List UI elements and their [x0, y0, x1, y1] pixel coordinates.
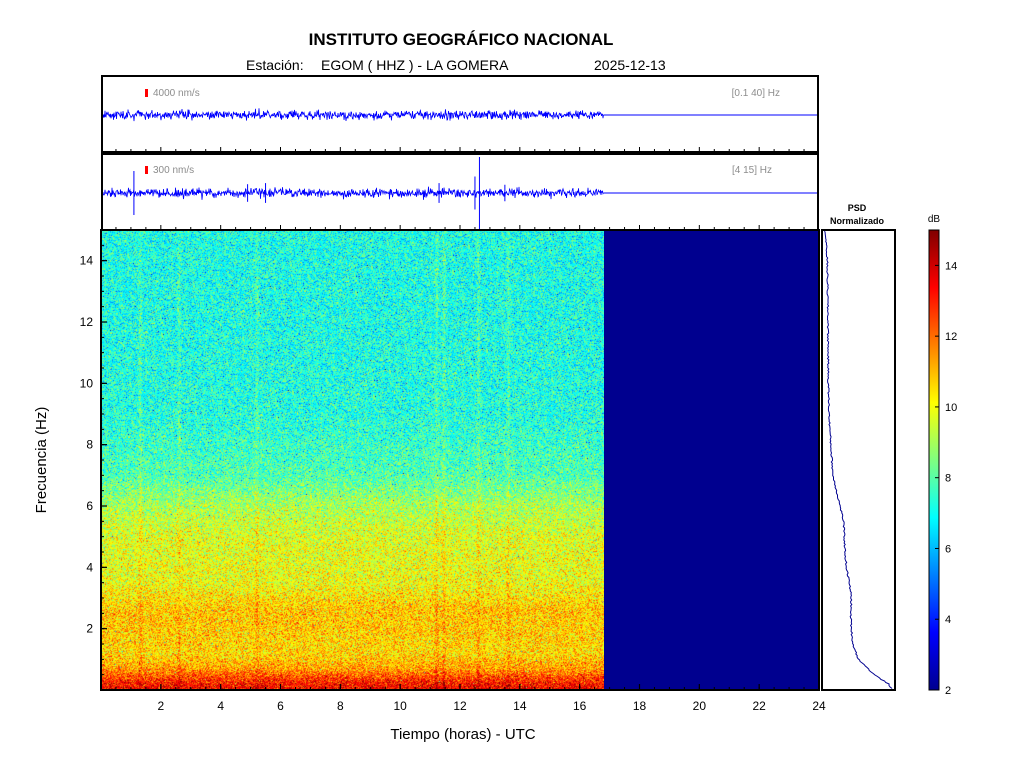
x-axis-label: Tiempo (horas) - UTC	[390, 726, 535, 743]
x-tick-label: 12	[453, 699, 467, 713]
x-tick-label: 20	[693, 699, 707, 713]
waveform-line	[101, 108, 604, 122]
x-tick-label: 4	[217, 699, 224, 713]
station-prefix: Estación:	[246, 57, 304, 73]
y-tick-label: 2	[86, 622, 93, 636]
psd-title-line2: Normalizado	[830, 216, 885, 226]
y-tick-label: 4	[86, 560, 93, 574]
amplitude-scale-label: 4000 nm/s	[153, 88, 200, 99]
y-tick-label: 6	[86, 499, 93, 513]
colorbar-label: dB	[928, 214, 941, 225]
colorbar-tick-label: 6	[945, 543, 951, 555]
spectrogram-image	[101, 230, 604, 690]
waveform-panel-filtered: 300 nm/s [4 15] Hz	[101, 153, 819, 231]
psd-title-line1: PSD	[848, 203, 867, 213]
figure-title: INSTITUTO GEOGRÁFICO NACIONAL	[309, 30, 614, 49]
y-tick-label: 8	[86, 438, 93, 452]
station-name: EGOM ( HHZ ) - LA GOMERA	[321, 57, 509, 73]
date-label: 2025-12-13	[594, 57, 666, 73]
x-tick-label: 18	[633, 699, 647, 713]
no-data-region	[604, 230, 819, 690]
waveform-trace-filtered	[101, 157, 818, 229]
y-axis-label: Frecuencia (Hz)	[33, 407, 50, 514]
waveform-frame	[101, 75, 819, 153]
colorbar-tick-label: 12	[945, 331, 957, 343]
colorbar-gradient	[928, 229, 940, 691]
y-tick-label: 12	[80, 315, 94, 329]
x-tick-label: 2	[157, 699, 164, 713]
x-tick-label: 22	[752, 699, 766, 713]
amplitude-scale-bar	[145, 89, 148, 97]
x-tick-label: 10	[393, 699, 407, 713]
waveform-panel-broadband: 4000 nm/s [0.1 40] Hz	[101, 75, 819, 153]
spectrogram-frame	[100, 229, 820, 691]
x-tick-label: 6	[277, 699, 284, 713]
colorbar-tick-label: 10	[945, 402, 957, 414]
amplitude-scale-label: 300 nm/s	[153, 165, 194, 176]
colorbar-tick-label: 8	[945, 473, 951, 485]
colorbar-tick-label: 2	[945, 685, 951, 697]
colorbar-tick-label: 4	[945, 614, 951, 626]
psd-frame	[821, 229, 896, 691]
x-tick-label: 24	[812, 699, 826, 713]
x-tick-label: 16	[573, 699, 587, 713]
y-tick-label: 14	[80, 254, 94, 268]
colorbar-ticks: 2 4 6 8 10 12 14	[935, 260, 957, 697]
filter-band-label: [0.1 40] Hz	[732, 88, 780, 99]
amplitude-scale-bar	[145, 166, 148, 174]
y-tick-label: 10	[80, 376, 94, 390]
colorbar: dB 2 4 6 8 10 12 14	[928, 214, 957, 697]
filter-band-label: [4 15] Hz	[732, 165, 772, 176]
x-tick-label: 14	[513, 699, 527, 713]
waveform-trace-broadband	[101, 108, 818, 122]
colorbar-tick-label: 14	[945, 260, 957, 272]
waveform-line	[101, 186, 604, 200]
psd-curve	[824, 230, 893, 689]
x-tick-label: 8	[337, 699, 344, 713]
psd-panel: PSD Normalizado	[821, 203, 896, 691]
